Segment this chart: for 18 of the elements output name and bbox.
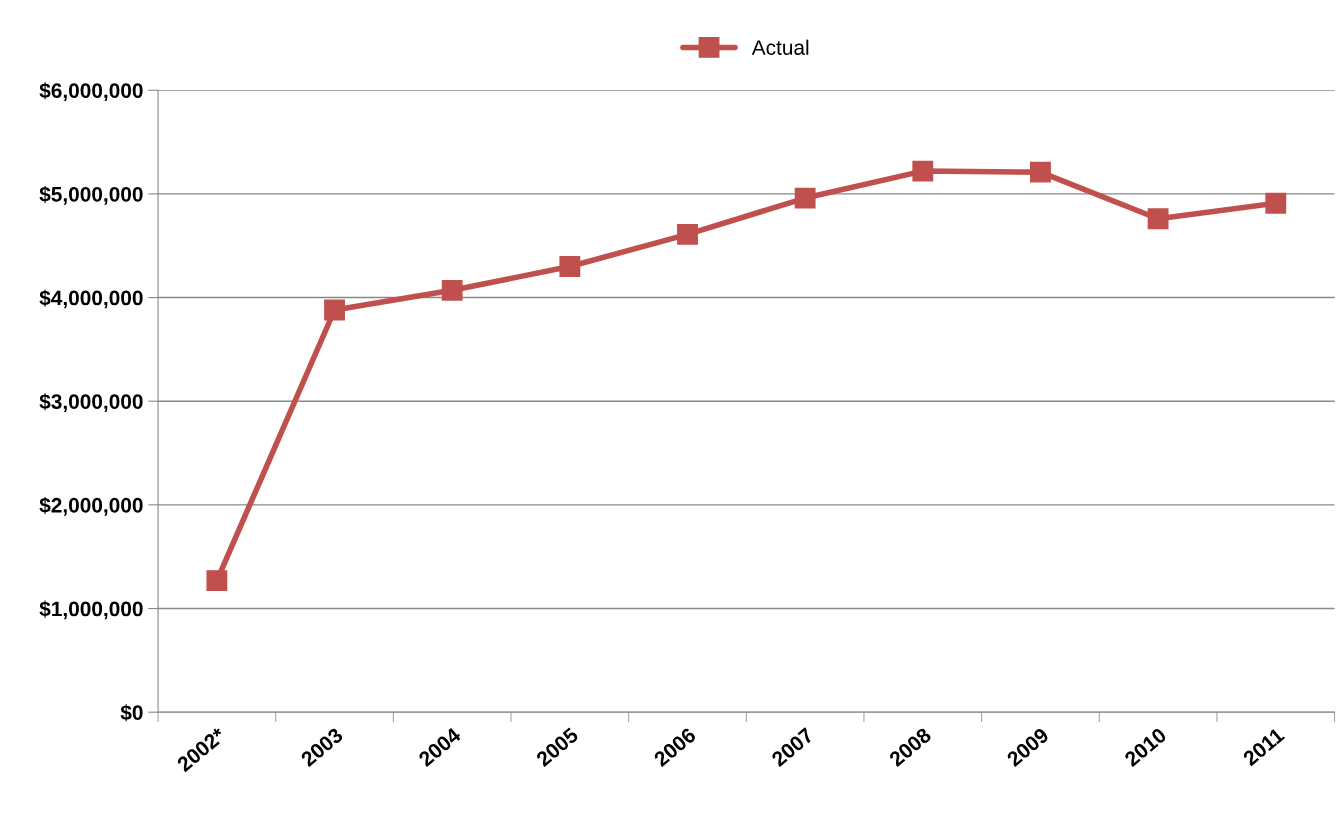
point (206, 570, 228, 591)
y-tick-label: $6,000,000 (39, 82, 143, 102)
y-tick-label: $0 (120, 704, 143, 722)
point (559, 256, 581, 277)
y-tick-label: $1,000,000 (39, 600, 143, 620)
y-tick-label: $2,000,000 (39, 496, 143, 516)
point (1030, 161, 1051, 183)
legend-label: Actual (751, 39, 809, 55)
point (1147, 208, 1169, 230)
point (441, 279, 463, 301)
point (677, 223, 698, 245)
y-tick-label: $5,000,000 (39, 185, 143, 205)
y-tick-label: $3,000,000 (39, 393, 143, 412)
point (1265, 192, 1287, 214)
point (794, 187, 816, 209)
point (912, 160, 934, 182)
y-tick-label: $4,000,000 (39, 289, 143, 309)
point (324, 299, 345, 321)
